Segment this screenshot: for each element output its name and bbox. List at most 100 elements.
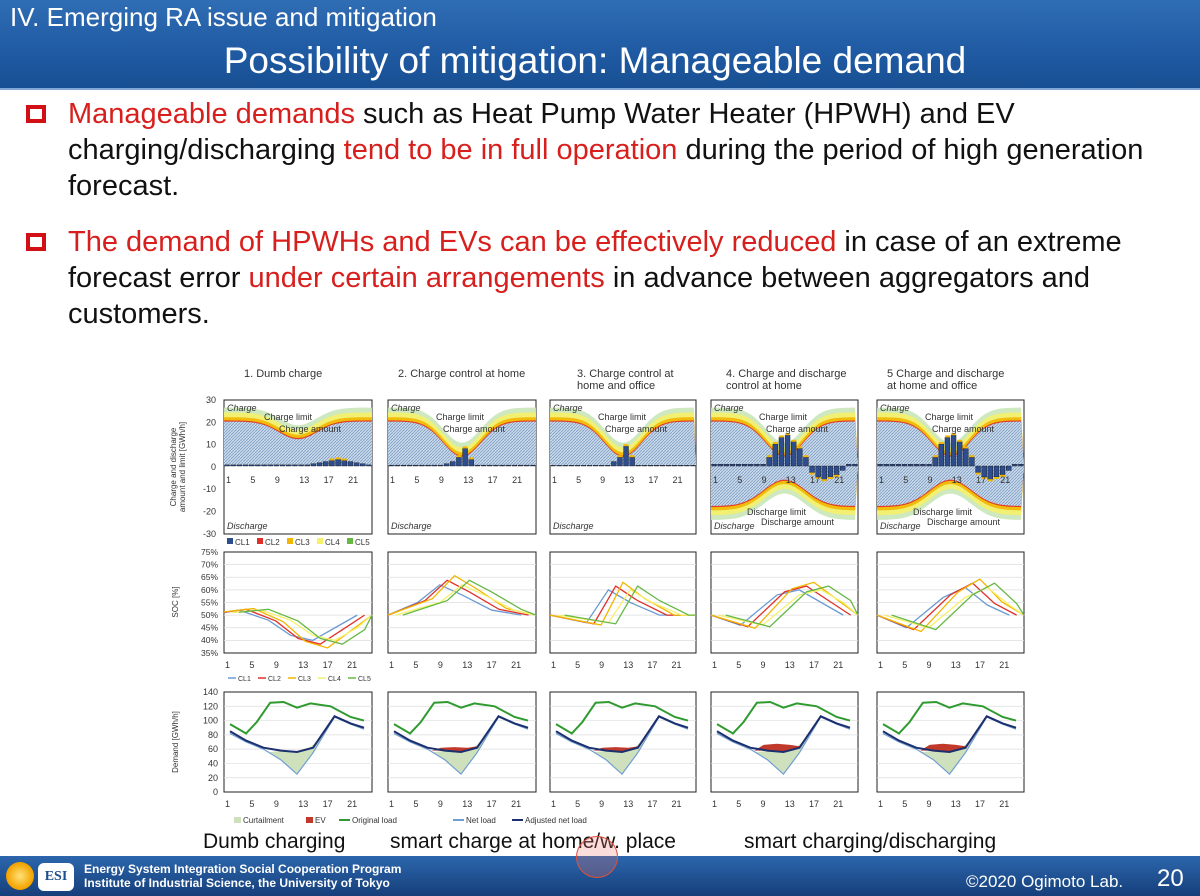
bullet-item: Manageable demands such as Heat Pump Wat… <box>26 96 1176 204</box>
scenario-title: 2. Charge control at home <box>398 368 525 380</box>
charge-bar <box>987 465 993 480</box>
x-tick-label: 9 <box>438 799 443 809</box>
charge-bar <box>665 465 672 467</box>
charge-bar-top <box>778 435 784 438</box>
highlight-text: tend to be in full operation <box>343 134 678 166</box>
body-text: in case of an extreme forecast error <box>68 226 1122 294</box>
charge-label: Charge <box>391 403 421 413</box>
soc-series-line <box>387 584 522 616</box>
charge-bar-top <box>617 455 623 458</box>
y-tick-label: 120 <box>203 701 218 711</box>
charge-bar <box>574 465 581 467</box>
legend-label: Adjusted net load <box>525 816 587 825</box>
charge-bar <box>1018 464 1024 467</box>
charge-bar-top <box>963 446 969 449</box>
x-tick-label: 5 <box>575 799 580 809</box>
x-tick-label: 17 <box>488 475 498 485</box>
x-tick-label: 13 <box>786 475 796 485</box>
y-axis-label: Demand [GWh/h] <box>171 711 180 773</box>
charge-limit-label: Charge limit <box>759 412 808 422</box>
legend-label: CL5 <box>355 538 370 547</box>
charge-bar <box>883 464 889 467</box>
x-tick-label: 9 <box>762 475 767 485</box>
charge-bar <box>236 464 243 467</box>
y-tick-label: 75% <box>201 547 218 557</box>
y-axis-label: Charge and discharge <box>169 427 178 506</box>
charge-bar <box>840 465 846 471</box>
x-tick-label: 1 <box>712 799 717 809</box>
legend-swatch <box>347 538 353 544</box>
discharge-amount-label: Discharge amount <box>927 517 1001 527</box>
charge-bar-top <box>944 435 950 438</box>
x-tick-label: 1 <box>225 799 230 809</box>
charge-bar <box>920 464 926 467</box>
highlight-text: The demand of HPWHs and EVs can be effec… <box>68 226 837 258</box>
original-load-line <box>229 700 365 735</box>
charge-bar <box>550 465 556 467</box>
charge-bar-top <box>1000 474 1006 477</box>
charge-bar <box>957 441 963 467</box>
charge-bar-top <box>827 477 833 479</box>
charge-bar-top <box>335 457 341 460</box>
scenario-title: 5 Charge and discharge <box>887 368 1004 380</box>
y-tick-label: 50% <box>201 610 218 620</box>
charge-limit-label: Charge limit <box>925 412 974 422</box>
soc-series-line <box>387 574 537 616</box>
charge-label: Charge <box>227 403 257 413</box>
legend-label: CL3 <box>298 676 311 683</box>
x-tick-label: 17 <box>323 799 333 809</box>
x-tick-label: 17 <box>487 799 497 809</box>
charge-bar <box>653 465 660 467</box>
x-tick-label: 21 <box>834 475 844 485</box>
charge-bar <box>310 463 317 467</box>
x-tick-label: 5 <box>414 475 419 485</box>
x-tick-label: 17 <box>809 660 819 670</box>
legend-label: CL3 <box>295 538 310 547</box>
y-tick-label: 0 <box>213 787 218 797</box>
charge-bar <box>1012 464 1018 467</box>
charge-bar <box>261 464 267 467</box>
x-tick-label: 5 <box>413 799 418 809</box>
scenario-title: 1. Dumb charge <box>244 368 322 380</box>
y-tick-label: 35% <box>201 648 218 658</box>
adjusted-net-load-line <box>393 715 529 754</box>
scenario-title: control at home <box>726 380 802 392</box>
x-tick-label: 1 <box>389 660 394 670</box>
charge-bar-top <box>969 455 975 458</box>
charge-bar-top <box>834 474 840 477</box>
charge-bar <box>684 465 690 467</box>
charge-bar <box>969 457 975 467</box>
x-tick-label: 17 <box>487 660 497 670</box>
charge-amount-area <box>711 421 858 466</box>
x-tick-label: 9 <box>928 475 933 485</box>
charge-bar <box>267 464 273 467</box>
adjusted-net-load-line <box>882 715 1017 754</box>
charge-bar <box>298 464 304 467</box>
charge-bar <box>517 464 524 467</box>
charge-bar <box>993 465 1000 478</box>
charge-limit-label: Charge limit <box>436 412 485 422</box>
charge-bar <box>443 463 450 467</box>
y-tick-label: -30 <box>203 529 216 539</box>
charge-bar <box>742 464 748 467</box>
charge-bar-top <box>957 439 963 442</box>
charge-bar <box>394 464 400 467</box>
y-tick-label: -10 <box>203 484 216 494</box>
x-tick-label: 1 <box>389 799 394 809</box>
charge-limit-label: Charge limit <box>598 412 647 422</box>
footer-institute: Institute of Industrial Science, the Uni… <box>84 876 390 890</box>
y-tick-label: 40 <box>208 759 218 769</box>
charge-bar <box>360 463 366 467</box>
soc-series-line <box>725 585 859 628</box>
charge-bar <box>431 464 437 467</box>
footer-program: Energy System Integration Social Coopera… <box>84 862 402 876</box>
square-bullet-icon <box>26 105 46 123</box>
x-tick-label: 1 <box>552 475 557 485</box>
charge-bar <box>914 464 920 467</box>
x-tick-label: 21 <box>671 799 681 809</box>
caption-smart-charge: smart charge at home/w. place <box>390 830 676 853</box>
x-tick-label: 21 <box>999 660 1009 670</box>
charge-bar <box>723 464 729 467</box>
charge-bar <box>852 464 858 467</box>
charge-bar <box>468 459 474 467</box>
